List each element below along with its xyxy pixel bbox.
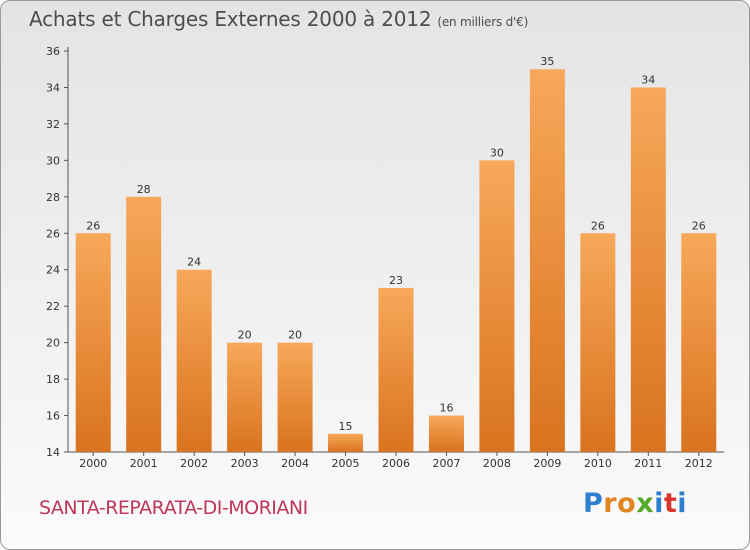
bar-2005	[328, 433, 364, 452]
x-tick-label: 2002	[180, 457, 208, 470]
y-tick-label: 30	[46, 154, 60, 167]
x-tick-label: 2009	[533, 457, 561, 470]
y-tick-label: 16	[46, 410, 60, 423]
data-label: 15	[339, 420, 353, 433]
y-tick-label: 18	[46, 373, 60, 386]
data-label: 34	[641, 73, 655, 86]
data-label: 16	[439, 402, 453, 415]
data-label: 28	[137, 183, 151, 196]
x-tick-label: 2001	[130, 457, 158, 470]
proxiti-logo: Proxiti	[583, 488, 687, 519]
bar-2009	[529, 69, 565, 453]
logo-letter: o	[617, 488, 637, 519]
data-label: 26	[692, 219, 706, 232]
y-tick-label: 32	[46, 118, 60, 131]
bar-2007	[428, 415, 464, 452]
y-tick-label: 22	[46, 300, 60, 313]
logo-letter: P	[583, 488, 604, 519]
unit-label: (en milliers d'€)	[437, 15, 529, 29]
bar-2001	[126, 196, 162, 452]
logo-letter: i	[677, 488, 688, 519]
bar-2006	[378, 287, 414, 452]
x-tick-label: 2004	[281, 457, 309, 470]
y-tick-label: 26	[46, 227, 60, 240]
x-tick-label: 2007	[432, 457, 460, 470]
title-text: Achats et Charges Externes 2000 à 2012	[29, 7, 432, 31]
data-label: 35	[540, 55, 554, 68]
x-tick-label: 2011	[634, 457, 662, 470]
y-tick-label: 34	[46, 81, 60, 94]
data-label: 30	[490, 146, 504, 159]
y-tick-label: 14	[46, 446, 60, 459]
data-label: 26	[591, 219, 605, 232]
x-tick-label: 2000	[79, 457, 107, 470]
x-tick-label: 2003	[231, 457, 259, 470]
commune-name: SANTA-REPARATA-DI-MORIANI	[39, 497, 308, 519]
x-tick-label: 2010	[584, 457, 612, 470]
x-tick-label: 2012	[685, 457, 713, 470]
y-tick-label: 20	[46, 337, 60, 350]
data-label: 20	[288, 329, 302, 342]
logo-letter: i	[654, 488, 664, 519]
data-label: 26	[86, 219, 100, 232]
logo-letter: x	[636, 488, 655, 519]
bar-2010	[580, 233, 616, 452]
bar-2000	[75, 233, 111, 452]
x-tick-label: 2006	[382, 457, 410, 470]
bar-2003	[227, 342, 263, 452]
logo-letter: r	[603, 488, 618, 519]
data-label: 20	[238, 329, 252, 342]
x-tick-label: 2008	[483, 457, 511, 470]
x-tick-label: 2005	[332, 457, 360, 470]
data-label: 24	[187, 256, 201, 269]
bar-2002	[176, 269, 212, 452]
logo-letter: t	[663, 488, 678, 519]
y-tick-label: 28	[46, 191, 60, 204]
bar-2004	[277, 342, 313, 452]
chart-title: Achats et Charges Externes 2000 à 2012 (e…	[29, 7, 528, 31]
bar-2008	[479, 160, 515, 452]
y-tick-label: 36	[46, 45, 60, 58]
bar-2011	[630, 87, 666, 453]
data-label: 23	[389, 274, 403, 287]
y-tick-label: 24	[46, 264, 60, 277]
bar-2012	[681, 233, 717, 452]
